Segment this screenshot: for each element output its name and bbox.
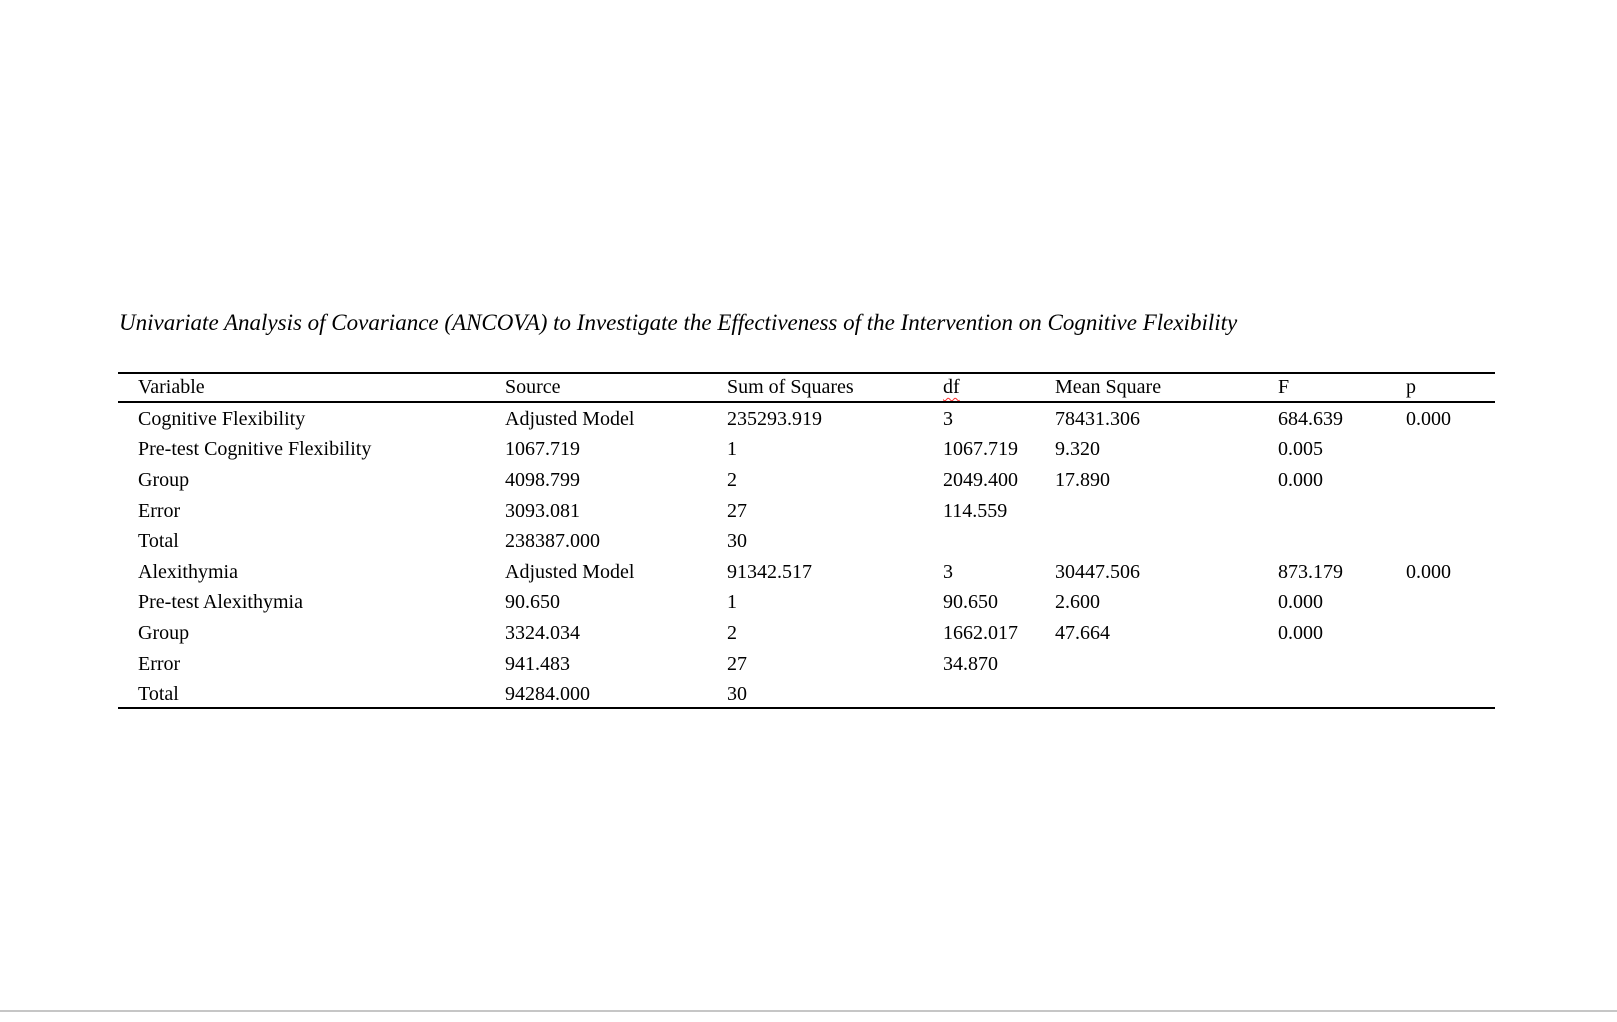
table-cell [1278, 677, 1406, 708]
table-cell: Total [138, 682, 179, 705]
table-cell: 1067.719 [505, 438, 580, 461]
table-cell [1278, 524, 1406, 555]
table-cell: Error [138, 499, 181, 522]
table-cell: 0.005 [1278, 438, 1323, 461]
table-cell: 78431.306 [1055, 408, 1140, 431]
table-caption: Univariate Analysis of Covariance (ANCOV… [119, 310, 1238, 335]
table-cell [1055, 524, 1278, 555]
table-header: Variable Source Sum of Squares df Mean Squar… [118, 373, 1495, 403]
table-cell: 2 [727, 621, 737, 644]
table-cell: Alexithymia [138, 560, 238, 583]
table-cell: 1 [727, 591, 737, 614]
table-cell [1406, 433, 1495, 464]
table-cell: Pre-test Alexithymia [138, 591, 303, 614]
table-cell: 3 [943, 408, 953, 431]
table-cell: 941.483 [505, 652, 570, 675]
table-row: Alexithymia Adjusted Model 91342.517 3 30447… [118, 555, 1495, 586]
table-cell [1278, 494, 1406, 525]
table-cell: 34.870 [943, 652, 998, 675]
table-cell: 2049.400 [943, 468, 1018, 491]
table-cell [1406, 677, 1495, 708]
column-header-source: Source [505, 373, 727, 403]
spellcheck-flagged-word: df [943, 376, 960, 398]
table-row: Cognitive Flexibility Adjusted Model 23529… [118, 402, 1495, 433]
table-cell: 1 [727, 438, 737, 461]
table-cell: 1662.017 [943, 621, 1018, 644]
table-row: Pre-test Alexithymia 90.650 1 90.650 2.600 0.… [118, 586, 1495, 617]
table-cell [1406, 524, 1495, 555]
table-cell [1055, 677, 1278, 708]
table-cell: Adjusted Model [505, 560, 635, 583]
table-cell: Pre-test Cognitive Flexibility [138, 438, 372, 461]
table-cell [943, 524, 1055, 555]
table-cell: 0.000 [1406, 408, 1451, 431]
table-cell: 94284.000 [505, 682, 590, 705]
table-cell: 3 [943, 560, 953, 583]
table-cell: Cognitive Flexibility [138, 408, 306, 431]
table-cell: 873.179 [1278, 560, 1343, 583]
column-header-df: df [943, 373, 1055, 403]
table-header-row: Variable Source Sum of Squares df Mean Squar… [118, 373, 1495, 403]
table-cell: 30 [727, 530, 747, 553]
table-cell: Error [138, 652, 181, 675]
table-cell: 0.000 [1278, 591, 1323, 614]
ancova-table-grid: Variable Source Sum of Squares df Mean Squar… [118, 372, 1495, 709]
table-cell [1406, 494, 1495, 525]
column-header-f: F [1278, 373, 1406, 403]
table-cell: 2 [727, 468, 737, 491]
table-cell [1406, 647, 1495, 678]
table-cell: 235293.919 [727, 408, 822, 431]
column-header-variable: Variable [118, 373, 505, 403]
table-cell: 27 [727, 499, 747, 522]
table-row: Group 4098.799 2 2049.400 17.890 0.000 [118, 463, 1495, 494]
table-cell [1055, 647, 1278, 678]
table-cell: 91342.517 [727, 560, 812, 583]
table-cell: 30447.506 [1055, 560, 1140, 583]
table-row: Total 238387.000 30 [118, 524, 1495, 555]
table-cell: 4098.799 [505, 468, 580, 491]
table-cell [943, 677, 1055, 708]
table-cell: 0.000 [1406, 560, 1451, 583]
table-cell [1278, 647, 1406, 678]
table-cell: 9.320 [1055, 438, 1100, 461]
table-cell: 3324.034 [505, 621, 580, 644]
table-cell: 0.000 [1278, 468, 1323, 491]
table-cell: 47.664 [1055, 621, 1110, 644]
table-cell [1055, 494, 1278, 525]
table-cell: Group [138, 468, 190, 491]
ancova-table: Variable Source Sum of Squares df Mean Squar… [118, 372, 1495, 709]
column-header-p: p [1406, 373, 1495, 403]
table-cell [1406, 586, 1495, 617]
table-row: Error 3093.081 27 114.559 [118, 494, 1495, 525]
table-row: Group 3324.034 2 1662.017 47.664 0.000 [118, 616, 1495, 647]
table-row: Total 94284.000 30 [118, 677, 1495, 708]
table-cell: 2.600 [1055, 591, 1100, 614]
table-cell: 0.000 [1278, 621, 1323, 644]
bottom-divider [0, 1010, 1617, 1012]
table-cell: 27 [727, 652, 747, 675]
table-cell: 90.650 [943, 591, 998, 614]
table-cell: Adjusted Model [505, 408, 635, 431]
table-row: Pre-test Cognitive Flexibility 1067.719 1 1… [118, 433, 1495, 464]
table-cell: 3093.081 [505, 499, 580, 522]
table-cell: 30 [727, 682, 747, 705]
table-cell: 1067.719 [943, 438, 1018, 461]
column-header-sum-of-squares: Sum of Squares [727, 373, 943, 403]
table-cell: 114.559 [943, 499, 1008, 522]
table-cell: 238387.000 [505, 530, 600, 553]
table-body: Cognitive Flexibility Adjusted Model 23529… [118, 402, 1495, 708]
table-row: Error 941.483 27 34.870 [118, 647, 1495, 678]
table-cell: 90.650 [505, 591, 560, 614]
table-cell [1406, 463, 1495, 494]
column-header-mean-square: Mean Square [1055, 373, 1278, 403]
table-cell: 17.890 [1055, 468, 1110, 491]
table-cell: 684.639 [1278, 408, 1343, 431]
table-cell: Total [138, 530, 179, 553]
table-cell: Group [138, 621, 190, 644]
table-cell [1406, 616, 1495, 647]
